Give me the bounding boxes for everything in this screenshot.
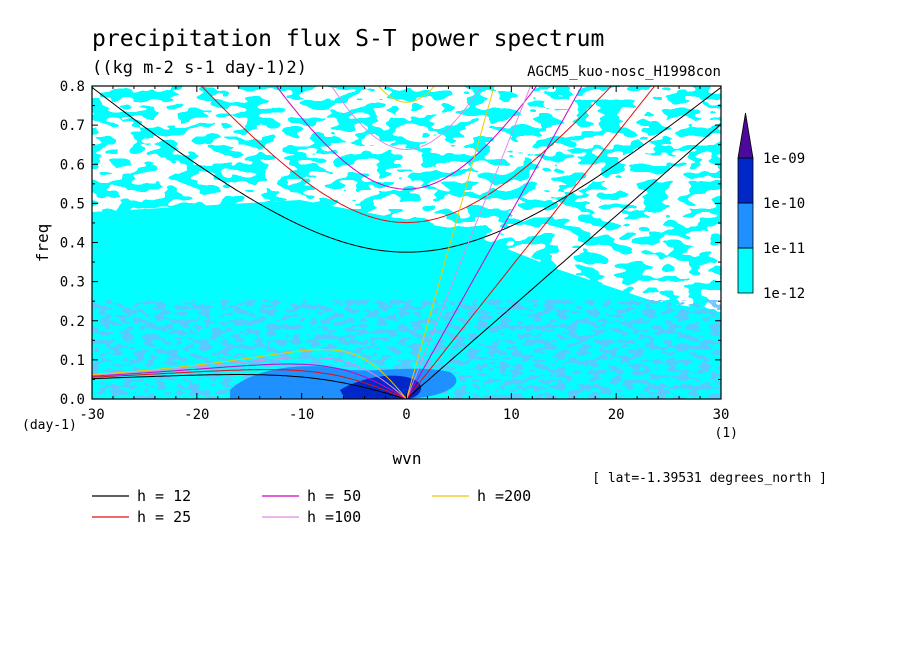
kelvin-wave-curve xyxy=(406,86,532,399)
kelvin-wave-curve xyxy=(406,86,583,399)
legend-label: h =200 xyxy=(477,487,531,505)
y-tick-label: 0.4 xyxy=(60,236,85,252)
y-axis-label: freq xyxy=(33,224,52,263)
axis-ticks xyxy=(91,85,722,400)
y-tick-labels: 0.0 0.1 0.2 0.3 0.4 0.5 0.6 0.7 0.8 xyxy=(60,79,85,408)
kelvin-wave-curve xyxy=(406,123,721,399)
colorbar-label: 1e-09 xyxy=(763,151,805,167)
colorbar-label: 1e-10 xyxy=(763,196,805,212)
legend-label: h = 12 xyxy=(137,487,191,505)
kelvin-wave-curve xyxy=(406,86,495,399)
y-tick-label: 0.6 xyxy=(60,157,85,173)
x-tick-labels: -30 -20 -10 0 10 20 30 xyxy=(79,407,729,423)
gravity-wave-curve xyxy=(331,86,482,151)
legend-label: h =100 xyxy=(307,508,361,526)
colorbar-label: 1e-12 xyxy=(763,286,805,302)
spectrum-field xyxy=(92,86,721,399)
rossby-wave-curve xyxy=(92,348,407,399)
dispersion-curves xyxy=(92,86,721,399)
y-tick-label: 0.3 xyxy=(60,275,85,291)
kelvin-wave-curve xyxy=(406,86,656,399)
x-tick-label: 20 xyxy=(608,407,625,423)
x-tick-label: 0 xyxy=(402,407,410,423)
gravity-wave-curve xyxy=(275,86,538,190)
colorbar-segment xyxy=(737,247,754,294)
colorbar-segment xyxy=(737,157,754,204)
colorbar-label: 1e-11 xyxy=(763,241,805,257)
chart-title: precipitation flux S-T power spectrum xyxy=(92,26,604,52)
colorbar-arrow xyxy=(737,112,754,159)
x-axis-label: wvn xyxy=(393,449,422,468)
rossby-wave-curve xyxy=(92,356,407,399)
x-tick-label: -30 xyxy=(79,407,104,423)
colorbar: 1e-12 1e-11 1e-10 1e-09 xyxy=(737,112,805,302)
gravity-wave-curve xyxy=(200,86,613,224)
x-unit-label: (1) xyxy=(715,426,738,441)
y-tick-label: 0.5 xyxy=(60,196,85,212)
legend-label: h = 50 xyxy=(307,487,361,505)
experiment-label: AGCM5_kuo-nosc_H1998con xyxy=(527,64,721,80)
units-label: ((kg m-2 s-1 day-1)2) xyxy=(92,58,307,78)
y-tick-label: 0.8 xyxy=(60,79,85,95)
y-tick-label: 0.7 xyxy=(60,118,85,134)
rossby-wave-curve xyxy=(92,374,407,399)
x-tick-label: 30 xyxy=(713,407,730,423)
rossby-wave-curve xyxy=(92,369,407,399)
legend: h = 12 h = 25 h = 50 h =100 h =200 xyxy=(92,487,531,526)
gravity-wave-curve xyxy=(377,86,436,103)
rossby-wave-curve xyxy=(92,363,407,399)
x-tick-label: -20 xyxy=(184,407,209,423)
x-tick-label: -10 xyxy=(289,407,314,423)
y-tick-label: 0.1 xyxy=(60,353,85,369)
colorbar-segment xyxy=(737,202,754,249)
gravity-wave-curve xyxy=(92,87,721,253)
y-unit-label: (day-1) xyxy=(22,418,77,433)
y-tick-label: 0.0 xyxy=(60,392,85,408)
legend-label: h = 25 xyxy=(137,508,191,526)
latitude-note: [ lat=-1.39531 degrees_north ] xyxy=(592,471,827,486)
y-tick-label: 0.2 xyxy=(60,314,85,330)
x-tick-label: 10 xyxy=(503,407,520,423)
